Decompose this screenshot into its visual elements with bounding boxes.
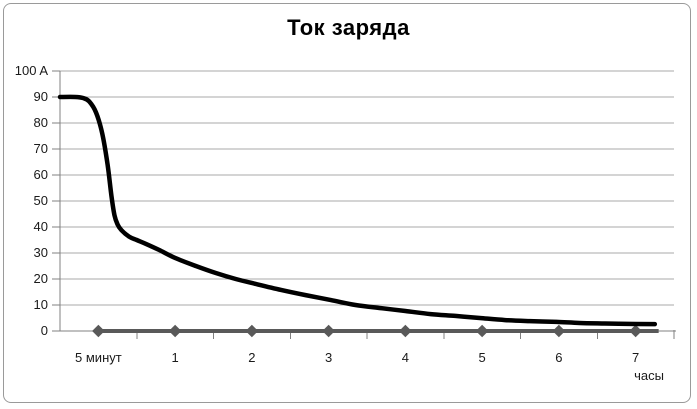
y-axis-label: 70 (33, 141, 48, 156)
diamond-marker (168, 324, 182, 338)
diamond-marker (629, 324, 642, 338)
chart-title: Ток заряда (287, 15, 410, 40)
y-axis-label: 0 (40, 323, 48, 338)
diamond-marker (322, 324, 335, 338)
chart-border-frame (3, 3, 691, 403)
y-axis-label: 50 (33, 193, 48, 208)
y-axis-label: 20 (33, 271, 48, 286)
x-axis-label: 1 (171, 350, 179, 365)
diamond-marker (552, 324, 566, 338)
x-axis-label: 5 (478, 350, 486, 365)
x-axis-label: 6 (555, 350, 563, 365)
x-axis-label: 7 (632, 350, 640, 365)
x-axis-label: 3 (325, 350, 333, 365)
diamond-marker (475, 324, 489, 338)
diamond-marker (399, 324, 412, 338)
y-axis-label: 10 (33, 297, 48, 312)
y-axis-label: 100 A (14, 63, 48, 78)
y-axis-label: 40 (33, 219, 48, 234)
diamond-marker (245, 324, 259, 338)
diamond-marker (92, 324, 105, 338)
x-axis-label: 5 минут (75, 350, 122, 365)
y-axis-label: 80 (33, 115, 48, 130)
charge-current-curve (57, 94, 658, 327)
y-axis-label: 60 (33, 167, 48, 182)
x-axis-unit-label: часы (634, 368, 664, 383)
x-axis-label: 4 (401, 350, 409, 365)
x-axis-label: 2 (248, 350, 256, 365)
y-axis-label: 30 (33, 245, 48, 260)
y-axis-label: 90 (33, 89, 48, 104)
